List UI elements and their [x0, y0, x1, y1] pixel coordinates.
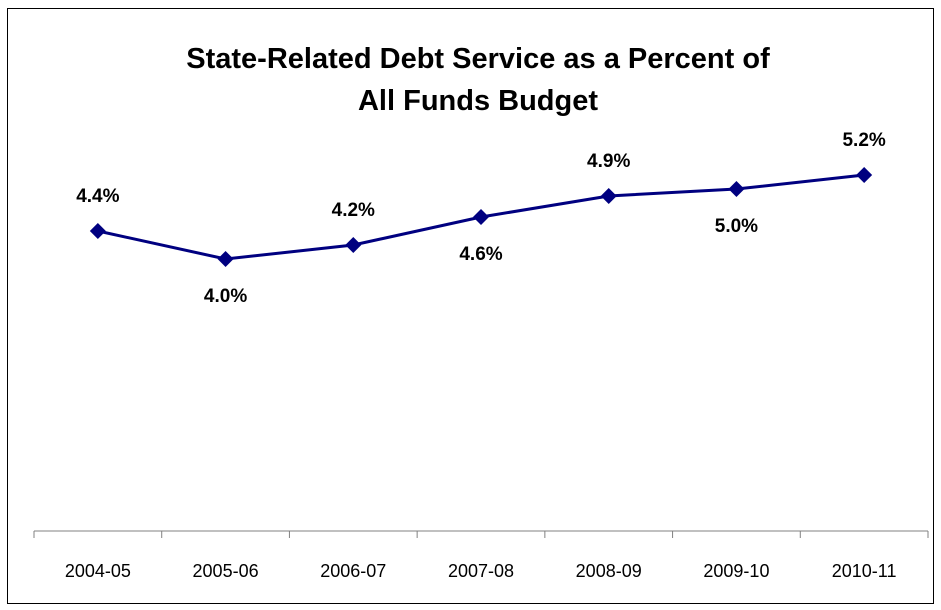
x-tick-label: 2007-08: [448, 561, 514, 581]
x-tick-label: 2006-07: [320, 561, 386, 581]
data-label: 5.0%: [715, 216, 758, 237]
data-label: 4.6%: [459, 244, 502, 265]
data-label: 4.4%: [76, 186, 119, 207]
data-label: 4.2%: [332, 200, 375, 221]
x-tick-label: 2005-06: [193, 561, 259, 581]
x-axis-ticks: [33, 531, 929, 538]
data-point-marker: [856, 167, 873, 183]
data-point-marker: [728, 181, 745, 197]
x-tick-label: 2010-11: [832, 561, 897, 581]
data-label: 4.9%: [587, 151, 630, 172]
data-point-marker: [89, 223, 106, 239]
x-axis-tick-labels: 2004-05 2005-06 2006-07 2007-08 2008-09 2009-…: [65, 561, 897, 581]
x-tick-label: 2009-10: [703, 561, 769, 581]
data-point-marker: [217, 251, 234, 267]
data-point-marker: [600, 188, 617, 204]
data-label: 4.0%: [204, 286, 247, 307]
x-tick-label: 2004-05: [65, 561, 131, 581]
chart-title-line-1: State-Related Debt Service as a Percent …: [186, 43, 770, 75]
chart-title: State-Related Debt Service as a Percent …: [186, 43, 770, 117]
data-point-marker: [345, 237, 362, 253]
chart-title-line-2: All Funds Budget: [358, 85, 598, 117]
data-point-marker: [473, 209, 489, 225]
data-label: 5.2%: [842, 130, 885, 151]
x-tick-label: 2008-09: [576, 561, 642, 581]
series-markers: [89, 167, 873, 267]
chart-frame: [7, 8, 934, 604]
data-labels: 4.4% 4.0% 4.2% 4.6% 4.9% 5.0% 5.2%: [76, 130, 886, 307]
